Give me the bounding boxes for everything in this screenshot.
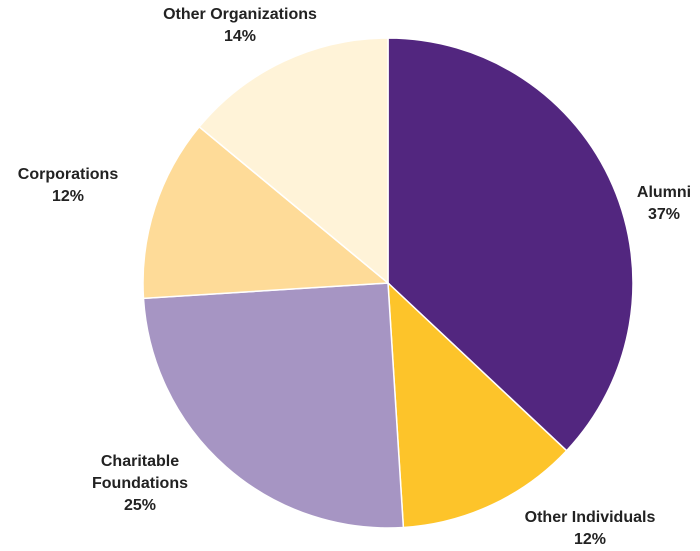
pie-slice	[142, 282, 405, 529]
percent-label: 25%	[123, 497, 157, 514]
slice-label: Alumni 37%	[604, 182, 700, 226]
slice-label: Charitable Foundations 25%	[80, 451, 200, 517]
category-name: Charitable Foundations	[92, 453, 188, 492]
pie-slice	[142, 125, 390, 300]
category-name: Other Organizations	[163, 6, 317, 23]
percent-label: 12%	[573, 531, 607, 548]
pie-slice	[387, 37, 634, 452]
category-name: Corporations	[17, 166, 119, 183]
slice-label: Other Organizations 14%	[130, 4, 350, 48]
percent-label: 12%	[51, 188, 85, 205]
category-name: Other Individuals	[524, 509, 656, 526]
slice-label: Corporations 12%	[0, 164, 143, 208]
percent-label: 37%	[647, 206, 681, 223]
category-name: Alumni	[636, 184, 692, 201]
pie-slice	[198, 37, 389, 285]
percent-label: 14%	[223, 28, 257, 45]
slice-label: Other Individuals 12%	[490, 507, 690, 551]
pie-slice	[387, 281, 568, 529]
